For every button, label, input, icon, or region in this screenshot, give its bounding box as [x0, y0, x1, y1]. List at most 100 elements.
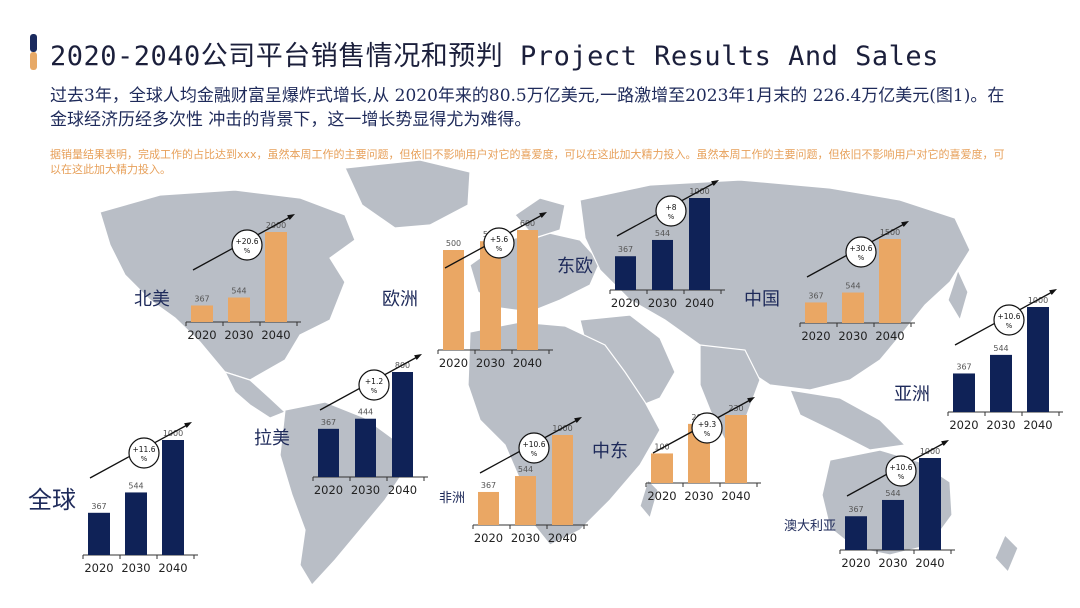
data-label: 367: [618, 245, 633, 254]
map-north-america: [99, 189, 356, 381]
data-label: 444: [358, 408, 373, 417]
data-label: 544: [128, 481, 143, 490]
tick-label: 2030: [878, 556, 907, 570]
data-label: 2000: [266, 221, 286, 230]
bar-2040: [919, 458, 941, 550]
bar-2020: [318, 428, 339, 477]
growth-badge: [128, 437, 160, 469]
data-label: 544: [993, 344, 1008, 353]
growth-badge: [845, 236, 877, 268]
data-label: 544: [845, 282, 860, 291]
region-label: 欧洲: [382, 289, 418, 310]
region-label: 北美: [134, 289, 170, 310]
bar-2030: [882, 499, 904, 550]
growth-arrow-head: [1049, 289, 1057, 295]
growth-percent: %: [244, 247, 251, 255]
growth-arrow-head: [414, 354, 422, 360]
map-new-zealand: [994, 533, 1019, 574]
growth-value: +10.6: [998, 312, 1021, 321]
tick-label: 2030: [648, 296, 677, 310]
tick-label: 2020: [439, 356, 468, 370]
map-africa: [467, 321, 661, 546]
growth-percent: %: [371, 387, 378, 395]
title-accent-navy: [30, 34, 37, 52]
bar-2040: [162, 440, 184, 555]
region-label: 全球: [28, 486, 76, 514]
region-label: 中东: [592, 441, 628, 462]
bar-2040: [725, 415, 747, 483]
bar-2030: [515, 476, 536, 525]
growth-arrow-head: [574, 417, 582, 423]
data-label: 367: [956, 362, 971, 371]
tick-label: 2020: [611, 296, 640, 310]
bar-2040: [689, 198, 710, 290]
bar-2030: [228, 297, 250, 322]
tick-label: 2020: [187, 328, 216, 342]
bar-2020: [651, 453, 673, 483]
map-asia: [579, 179, 971, 391]
growth-arrow-head: [184, 422, 192, 428]
tick-label: 2020: [84, 561, 113, 575]
data-label: 1500: [880, 228, 900, 237]
data-label: 500: [446, 239, 461, 248]
growth-percent: %: [141, 455, 148, 463]
data-label: 367: [321, 418, 336, 427]
growth-arrow-head: [941, 440, 949, 446]
map-central-america: [223, 370, 287, 419]
growth-arrow-head: [901, 221, 909, 227]
bar-2030: [125, 492, 147, 555]
tick-label: 2020: [474, 531, 503, 545]
map-japan: [947, 268, 969, 322]
growth-badge: [993, 304, 1025, 336]
bar-2040: [552, 435, 573, 525]
region-label: 亚洲: [894, 384, 930, 405]
growth-value: +10.6: [890, 463, 913, 472]
tick-label: 2020: [841, 556, 870, 570]
data-label: 544: [655, 229, 670, 238]
growth-value: +11.6: [133, 445, 156, 454]
growth-percent: %: [1006, 322, 1013, 330]
growth-badge: [231, 229, 263, 261]
growth-percent: %: [858, 254, 865, 262]
growth-value: +10.6: [523, 440, 546, 449]
tick-label: 2030: [224, 328, 253, 342]
title-accent-orange: [30, 52, 37, 70]
data-label: 544: [885, 489, 900, 498]
tick-label: 2040: [388, 483, 417, 497]
data-label: 367: [91, 502, 106, 511]
tick-label: 2030: [511, 531, 540, 545]
growth-badge: [518, 432, 550, 464]
bar-2020: [805, 302, 827, 323]
region-label: 中国: [744, 289, 780, 310]
bar-2040: [1027, 307, 1049, 412]
growth-percent: %: [898, 473, 905, 481]
bar-2030: [355, 418, 376, 477]
map-greenland: [344, 159, 471, 229]
bar-2040: [265, 232, 287, 322]
growth-value: +1.2: [365, 377, 383, 386]
bar-2030: [842, 292, 864, 323]
tick-label: 2040: [158, 561, 187, 575]
tick-label: 2040: [721, 489, 750, 503]
data-label: 1000: [1028, 296, 1048, 305]
data-label: 544: [518, 465, 533, 474]
tick-label: 2030: [684, 489, 713, 503]
data-label: 1000: [163, 429, 183, 438]
tick-label: 2030: [476, 356, 505, 370]
bar-2020: [478, 491, 499, 525]
tick-label: 2040: [261, 328, 290, 342]
growth-value: +9.3: [698, 420, 716, 429]
tick-label: 2020: [949, 418, 978, 432]
region-label: 非洲: [439, 491, 465, 506]
region-label: 拉美: [254, 428, 290, 449]
tick-label: 2030: [121, 561, 150, 575]
bar-2040: [517, 230, 538, 350]
tick-label: 2040: [915, 556, 944, 570]
tick-label: 2030: [351, 483, 380, 497]
tick-label: 2040: [875, 329, 904, 343]
tick-label: 2020: [647, 489, 676, 503]
page-title: 2020-2040公司平台销售情况和预判 Project Results And…: [50, 41, 939, 72]
orange-note-paragraph: 据销量结果表明，完成工作的占比达到xxx，虽然本周工作的主要问题，但依旧不影响用…: [50, 148, 1005, 176]
